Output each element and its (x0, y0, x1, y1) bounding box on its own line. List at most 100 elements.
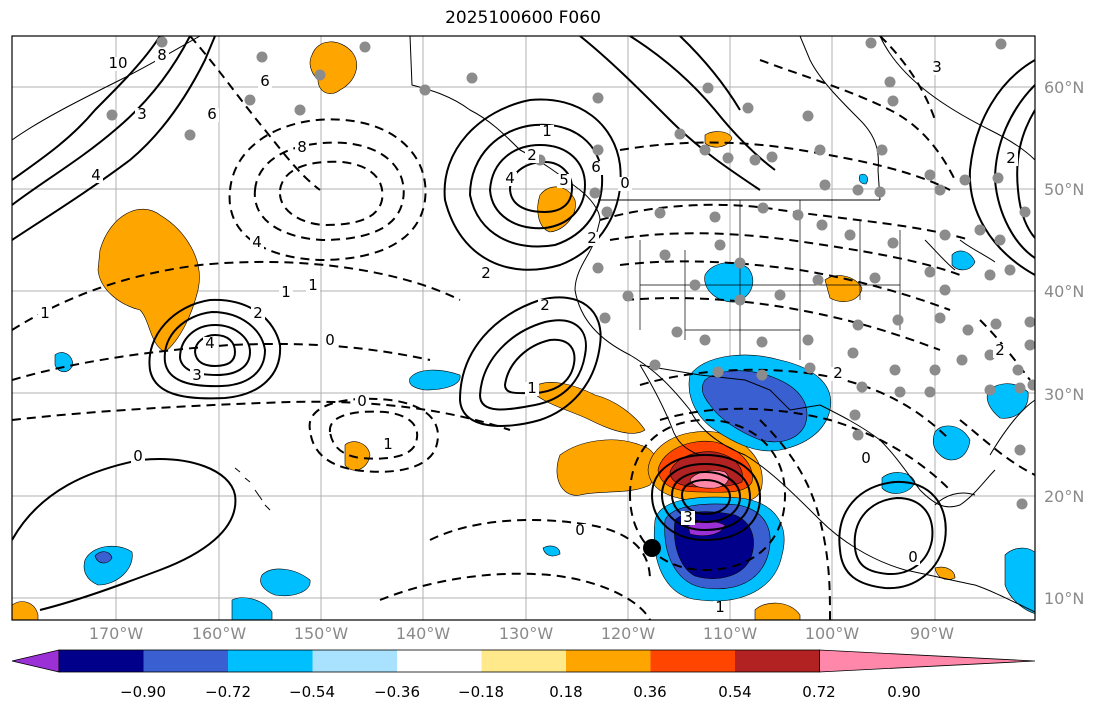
contour-neg-big-2 (12, 342, 431, 381)
colorbar-segment (481, 650, 567, 672)
station-dot (709, 211, 721, 223)
contour-neg-west-alaska (189, 36, 321, 191)
station-dot (852, 184, 864, 196)
contour-label-bg (930, 61, 944, 75)
station-dot (592, 262, 604, 274)
station-dot (792, 209, 804, 221)
colorbar-segment (59, 650, 144, 672)
station-dot (294, 104, 306, 116)
contour-label: 0 (325, 331, 335, 349)
contour-epac-2 (853, 496, 934, 576)
map-title: 2025100600 F060 (445, 8, 601, 28)
lat-label-10n: 10°N (1044, 589, 1085, 608)
contour-epac-1 (838, 480, 947, 590)
colorbar-tick: 0.36 (633, 683, 667, 701)
contour-label: 3 (683, 508, 693, 526)
station-dot (671, 326, 683, 338)
contour-label: 8 (297, 138, 307, 156)
contour-west-trough-2 (12, 36, 191, 206)
contour-label-bg (205, 108, 219, 122)
shade-blue-sw1-inner (94, 551, 113, 564)
station-dot (849, 409, 861, 421)
contour-neg-us-4 (624, 297, 941, 351)
contour-label-bg (906, 551, 920, 565)
colorbar-tick: 0.90 (887, 683, 921, 701)
contour-label: 1 (308, 276, 318, 294)
contour-label: 2 (540, 296, 550, 314)
contour-zero-south (12, 458, 237, 611)
contour-alaska-jet-2 (629, 36, 776, 171)
station-dot (984, 269, 996, 281)
station-dot (1012, 364, 1024, 376)
lat-label-40n: 40°N (1044, 282, 1085, 301)
lon-label-90w: 90°W (909, 624, 955, 643)
station-dot (742, 102, 754, 114)
station-dot (749, 154, 761, 166)
shade-blue-east-pac (1004, 547, 1035, 614)
contour-label: 5 (559, 171, 569, 189)
colorbar-tick: −0.36 (374, 683, 420, 701)
station-dot (649, 359, 661, 371)
contour-pac-low-4 (193, 333, 237, 368)
border-states-1 (639, 200, 901, 360)
station-dot (659, 249, 671, 261)
colorbar-segment (228, 650, 313, 672)
contour-neg-canada-3 (879, 36, 936, 121)
contour-label: 1 (40, 304, 50, 322)
station-dot (994, 234, 1006, 246)
station-dot (939, 229, 951, 241)
contour-label-bg (258, 75, 272, 89)
contour-label-bg (131, 450, 145, 464)
lon-label-170w: 170°W (88, 624, 144, 643)
colorbar-frame (58, 649, 820, 673)
contour-label-bg (111, 57, 125, 71)
station-dot (956, 354, 968, 366)
coast-yucatan (934, 492, 976, 506)
contour-label-bg (203, 337, 217, 351)
contour-gulf-alaska-3 (488, 143, 587, 230)
station-dot (874, 186, 886, 198)
station-dot (722, 152, 734, 164)
contour-neg-north-pac-1 (228, 118, 427, 262)
contour-ridge-1 (458, 296, 602, 427)
station-dot (622, 290, 634, 302)
lat-label-50n: 50°N (1044, 180, 1085, 199)
colorbar-tick: 0.54 (718, 683, 752, 701)
station-dot (887, 95, 899, 107)
contour-label: 0 (357, 392, 367, 410)
contour-label-bg (713, 601, 727, 615)
contour-label: 3 (192, 366, 202, 384)
contour-label: 4 (91, 166, 101, 184)
shade-blue-great-lakes (951, 250, 976, 271)
station-dot (984, 349, 996, 361)
contour-neg-us-2 (609, 232, 961, 276)
shade-orange-south (754, 602, 801, 620)
station-dot (847, 347, 859, 359)
contour-label: 0 (908, 548, 918, 566)
contour-neg-north-pac-3 (278, 160, 384, 227)
contour-neg-us-3 (619, 260, 951, 311)
station-dot (599, 312, 611, 324)
contour-west-trough-3 (12, 36, 161, 181)
station-dot (959, 174, 971, 186)
lat-label-20n: 20°N (1044, 487, 1085, 506)
station-dot (654, 207, 666, 219)
colorbar-tick: −0.72 (205, 683, 251, 701)
station-dot (934, 184, 946, 196)
station-dot (466, 72, 478, 84)
station-dot (924, 386, 936, 398)
contour-label: 4 (205, 334, 215, 352)
shade-orange-central (824, 275, 863, 302)
station-dot (934, 312, 946, 324)
contour-label: 4 (505, 169, 515, 187)
contours (12, 36, 1035, 620)
contour-label-bg (993, 344, 1007, 358)
station-dot (757, 202, 769, 214)
shade-orange-pacific (97, 209, 200, 353)
colorbar-segment (566, 650, 651, 672)
station-dot (1014, 382, 1026, 394)
contour-label: 6 (207, 105, 217, 123)
station-dot (992, 172, 1004, 184)
station-dot (802, 110, 814, 122)
contour-label: 1 (715, 598, 725, 616)
